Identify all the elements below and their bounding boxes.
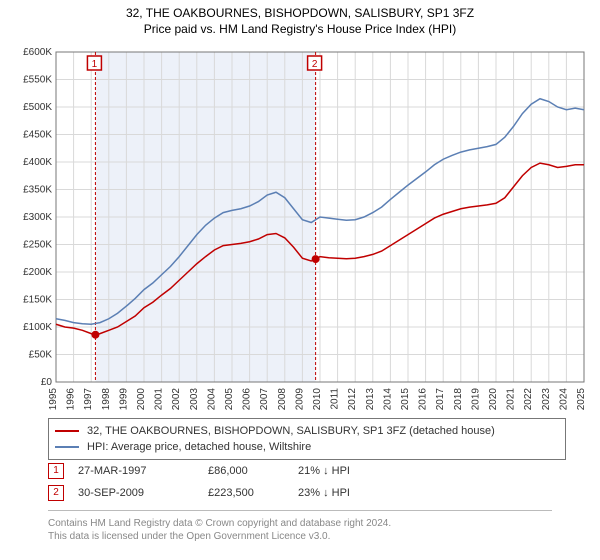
svg-text:1999: 1999 xyxy=(118,388,129,411)
svg-text:2: 2 xyxy=(312,59,318,70)
legend: 32, THE OAKBOURNES, BISHOPDOWN, SALISBUR… xyxy=(48,418,566,460)
svg-text:£100K: £100K xyxy=(23,322,52,333)
legend-label-hpi: HPI: Average price, detached house, Wilt… xyxy=(87,441,311,453)
svg-text:£550K: £550K xyxy=(23,75,52,86)
svg-text:2006: 2006 xyxy=(242,388,253,411)
svg-text:2018: 2018 xyxy=(453,388,464,411)
svg-text:2024: 2024 xyxy=(558,388,569,411)
svg-text:1997: 1997 xyxy=(83,388,94,411)
svg-text:£300K: £300K xyxy=(23,212,52,223)
svg-text:£0: £0 xyxy=(41,377,53,388)
line-chart: £0 £50K £100K £150K £200K £250K £300K £350K £400… xyxy=(8,42,592,412)
event-marker-2: 2 xyxy=(48,485,64,501)
event-diff-2: 23% ↓ HPI xyxy=(298,487,418,499)
event-row-1: 1 27-MAR-1997 £86,000 21% ↓ HPI xyxy=(48,460,552,482)
svg-text:1996: 1996 xyxy=(66,388,77,411)
svg-text:2019: 2019 xyxy=(470,388,481,411)
svg-text:£500K: £500K xyxy=(23,102,52,113)
svg-text:2016: 2016 xyxy=(418,388,429,411)
event-list: 1 27-MAR-1997 £86,000 21% ↓ HPI 2 30-SEP… xyxy=(48,460,552,504)
legend-item-property: 32, THE OAKBOURNES, BISHOPDOWN, SALISBUR… xyxy=(55,423,559,439)
svg-text:2009: 2009 xyxy=(294,388,305,411)
svg-text:1: 1 xyxy=(92,59,98,70)
svg-text:2000: 2000 xyxy=(136,388,147,411)
legend-swatch-hpi xyxy=(55,446,79,448)
svg-text:2001: 2001 xyxy=(154,388,165,411)
legend-item-hpi: HPI: Average price, detached house, Wilt… xyxy=(55,439,559,455)
event-date-2: 30-SEP-2009 xyxy=(78,487,208,499)
svg-text:2003: 2003 xyxy=(189,388,200,411)
chart-title-subtitle: Price paid vs. HM Land Registry's House … xyxy=(0,22,600,36)
svg-text:2004: 2004 xyxy=(206,388,217,411)
svg-text:2002: 2002 xyxy=(171,388,182,411)
svg-text:2012: 2012 xyxy=(347,388,358,411)
svg-text:2011: 2011 xyxy=(330,388,341,410)
chart-area: £0 £50K £100K £150K £200K £250K £300K £350K £400… xyxy=(8,42,592,412)
svg-text:£200K: £200K xyxy=(23,267,52,278)
svg-text:2010: 2010 xyxy=(312,388,323,411)
svg-text:£250K: £250K xyxy=(23,240,52,251)
svg-text:2007: 2007 xyxy=(259,388,270,411)
svg-text:2023: 2023 xyxy=(541,388,552,411)
svg-text:2021: 2021 xyxy=(506,388,517,411)
svg-text:2020: 2020 xyxy=(488,388,499,411)
footer-line-1: Contains HM Land Registry data © Crown c… xyxy=(48,517,552,530)
svg-text:1995: 1995 xyxy=(48,388,59,411)
chart-titles: 32, THE OAKBOURNES, BISHOPDOWN, SALISBUR… xyxy=(0,0,600,36)
svg-text:£350K: £350K xyxy=(23,185,52,196)
svg-text:2025: 2025 xyxy=(576,388,587,411)
event-price-1: £86,000 xyxy=(208,465,298,477)
svg-text:2022: 2022 xyxy=(523,388,534,411)
footer-line-2: This data is licensed under the Open Gov… xyxy=(48,530,552,543)
svg-text:2013: 2013 xyxy=(365,388,376,411)
chart-title-address: 32, THE OAKBOURNES, BISHOPDOWN, SALISBUR… xyxy=(0,6,600,20)
event-date-1: 27-MAR-1997 xyxy=(78,465,208,477)
svg-text:£400K: £400K xyxy=(23,157,52,168)
svg-text:2015: 2015 xyxy=(400,388,411,411)
legend-label-property: 32, THE OAKBOURNES, BISHOPDOWN, SALISBUR… xyxy=(87,425,495,437)
svg-text:2017: 2017 xyxy=(435,388,446,411)
svg-text:£150K: £150K xyxy=(23,295,52,306)
svg-text:£50K: £50K xyxy=(29,350,53,361)
event-price-2: £223,500 xyxy=(208,487,298,499)
event-diff-1: 21% ↓ HPI xyxy=(298,465,418,477)
svg-text:2008: 2008 xyxy=(277,388,288,411)
footer: Contains HM Land Registry data © Crown c… xyxy=(48,510,552,543)
svg-text:£450K: £450K xyxy=(23,130,52,141)
legend-swatch-property xyxy=(55,430,79,432)
event-row-2: 2 30-SEP-2009 £223,500 23% ↓ HPI xyxy=(48,482,552,504)
svg-text:2014: 2014 xyxy=(382,388,393,411)
event-marker-1: 1 xyxy=(48,463,64,479)
svg-text:2005: 2005 xyxy=(224,388,235,411)
svg-text:£600K: £600K xyxy=(23,47,52,58)
svg-text:1998: 1998 xyxy=(101,388,112,411)
